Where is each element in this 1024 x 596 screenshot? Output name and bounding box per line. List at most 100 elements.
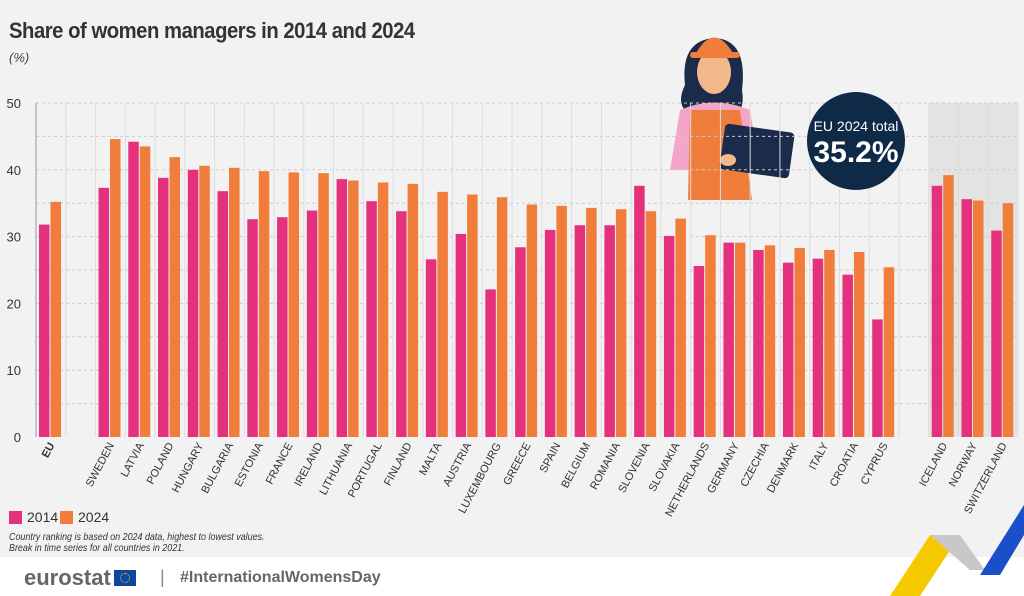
divider: |: [160, 567, 165, 587]
bar-2014-france: [277, 217, 288, 437]
bar-2024-croatia: [853, 251, 865, 437]
bar-2024-slovenia: [645, 211, 657, 437]
bar-2024-czechia: [764, 245, 776, 437]
legend-label: 2024: [78, 509, 110, 525]
x-tick-label: AUSTRIA: [441, 440, 474, 488]
x-tick-label: GREECE: [501, 441, 533, 488]
bar-2024-austria: [467, 194, 478, 437]
badge-value: 35.2%: [813, 136, 899, 169]
bar-2014-lithuania: [336, 179, 348, 438]
bar-2014-slovakia: [663, 235, 675, 437]
bar-2024-portugal: [377, 182, 389, 437]
bar-2024-greece: [526, 204, 538, 437]
bar-2014-norway: [961, 199, 972, 437]
note-ranking: Country ranking is based on 2024 data, h…: [9, 531, 265, 543]
bar-2014-denmark: [782, 262, 794, 437]
chart-title: Share of women managers in 2014 and 2024: [9, 18, 415, 43]
hashtag: #InternationalWomensDay: [180, 569, 381, 586]
woman-manager-illustration: [670, 37, 795, 200]
x-tick-label: ROMANIA: [588, 440, 623, 492]
bar-2014-netherlands: [693, 265, 705, 437]
bar-2014-luxembourg: [485, 289, 496, 437]
bar-2014-switzerland: [991, 230, 1002, 437]
note-break: Break in time series for all countries i…: [9, 542, 185, 554]
bar-2014-germany: [723, 242, 734, 437]
bar-2024-estonia: [258, 171, 270, 438]
bar-2024-belgium: [586, 207, 597, 437]
y-tick-label: 10: [7, 363, 21, 378]
bar-2024-iceland: [943, 175, 954, 438]
bar-2014-portugal: [366, 201, 377, 437]
y-tick-label: 50: [7, 96, 21, 111]
legend-2024: 2024: [60, 509, 109, 525]
bar-2024-finland: [407, 183, 419, 437]
footer: [0, 557, 1024, 596]
legend-swatch-2014: [9, 510, 22, 524]
bar-2014-italy: [812, 258, 824, 437]
bar-2014-spain: [544, 229, 556, 437]
x-tick-label: POLAND: [145, 441, 177, 487]
bar-2024-eu: [50, 201, 61, 437]
y-tick-label: 20: [7, 296, 21, 311]
bar-2024-luxembourg: [496, 197, 508, 437]
bar-2014-czechia: [753, 249, 764, 437]
x-tick-label: ITALY: [807, 440, 831, 472]
x-tick-label: NORWAY: [947, 440, 980, 489]
y-axis-unit: (%): [9, 50, 30, 65]
bar-2014-greece: [515, 247, 526, 437]
x-tick-label: ESTONIA: [233, 440, 266, 489]
x-tick-label: SPAIN: [538, 441, 564, 475]
bar-2024-netherlands: [705, 235, 716, 437]
legend-label: 2014: [27, 509, 59, 525]
bar-2024-sweden: [110, 139, 121, 437]
x-tick-label: EU: [40, 441, 58, 460]
legend-swatch-2024: [60, 510, 73, 524]
eu-flag-icon: [113, 570, 136, 586]
legend-2014: 2014: [9, 509, 58, 525]
bar-2024-ireland: [318, 173, 329, 437]
y-tick-label: 0: [14, 430, 21, 445]
x-tick-label: SWEDEN: [84, 441, 117, 489]
x-tick-label: IRELAND: [292, 441, 325, 489]
bar-2024-lithuania: [348, 180, 359, 437]
x-tick-label: FRANCE: [264, 441, 296, 487]
bar-2024-malta: [437, 191, 448, 437]
x-tick-label: FINLAND: [382, 441, 415, 488]
x-tick-label: BELGIUM: [559, 441, 593, 490]
bar-2014-poland: [158, 177, 169, 438]
badge-label: EU 2024 total: [813, 118, 899, 134]
bar-2024-bulgaria: [229, 167, 240, 437]
bar-2014-iceland: [931, 185, 943, 437]
bar-2014-finland: [396, 211, 407, 437]
x-tick-label: MALTA: [417, 440, 444, 477]
bar-2014-slovenia: [634, 185, 645, 437]
bar-2014-austria: [455, 233, 467, 437]
x-tick-label: CYPRUS: [859, 441, 891, 487]
y-tick-label: 40: [7, 163, 21, 178]
bar-2024-slovakia: [675, 218, 686, 437]
bar-2014-eu: [39, 224, 50, 437]
logo-text: eurostat: [24, 565, 111, 590]
eurostat-logo: eurostat: [24, 565, 136, 591]
bar-2024-france: [288, 172, 300, 438]
bar-2024-spain: [556, 205, 567, 437]
bar-2014-belgium: [574, 225, 586, 437]
bar-2014-bulgaria: [217, 191, 229, 437]
bar-2014-estonia: [247, 219, 258, 437]
bar-2024-hungary: [199, 165, 210, 438]
eu-total-badge: EU 2024 total 35.2%: [807, 92, 905, 190]
bar-2024-norway: [972, 200, 984, 437]
bar-2024-switzerland: [1002, 203, 1014, 437]
x-tick-label: LATVIA: [119, 440, 147, 479]
bar-2024-cyprus: [883, 267, 895, 437]
x-tick-label: ICELAND: [917, 441, 950, 489]
bar-2014-malta: [425, 259, 437, 437]
bar-2014-ireland: [306, 210, 318, 437]
bar-2024-denmark: [794, 247, 805, 437]
x-tick-label: CZECHIA: [738, 440, 772, 489]
bar-2024-romania: [615, 209, 627, 437]
y-tick-label: 30: [7, 230, 21, 245]
bar-2024-germany: [734, 242, 746, 437]
bar-2014-croatia: [842, 274, 853, 437]
